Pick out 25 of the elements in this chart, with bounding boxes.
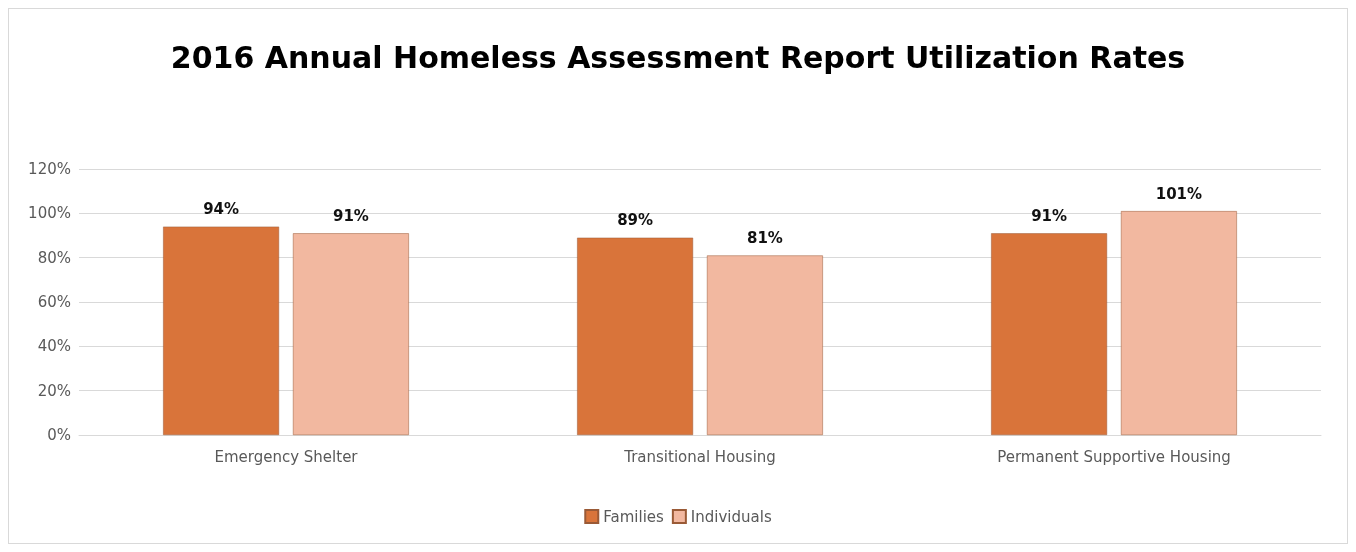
y-tick-label: 20% bbox=[37, 381, 71, 400]
data-label: 91% bbox=[332, 206, 369, 225]
y-tick-label: 40% bbox=[37, 337, 71, 356]
bar bbox=[577, 237, 694, 435]
data-label: 91% bbox=[1031, 206, 1068, 225]
data-label: 101% bbox=[1155, 184, 1203, 203]
chart-title: 2016 Annual Homeless Assessment Report Utilization Rates bbox=[170, 39, 1186, 75]
bar bbox=[1120, 211, 1237, 435]
data-label: 89% bbox=[617, 211, 654, 230]
data-label: 81% bbox=[746, 228, 783, 247]
x-tick-label: Permanent Supportive Housing bbox=[997, 447, 1231, 466]
y-tick-label: 120% bbox=[28, 160, 71, 178]
bar bbox=[706, 255, 823, 435]
x-tick-label: Emergency Shelter bbox=[214, 447, 359, 466]
legend-label: Individuals bbox=[690, 507, 772, 526]
y-tick-label: 0% bbox=[47, 426, 71, 444]
y-tick-label: 80% bbox=[37, 248, 71, 267]
y-tick-label: 60% bbox=[37, 293, 71, 311]
bar bbox=[163, 226, 280, 435]
legend-label: Families bbox=[603, 507, 665, 526]
bar bbox=[292, 233, 409, 435]
x-tick-label: Transitional Housing bbox=[623, 447, 776, 466]
y-tick-label: 100% bbox=[28, 204, 71, 223]
bar bbox=[991, 233, 1108, 435]
data-label: 94% bbox=[203, 200, 240, 219]
